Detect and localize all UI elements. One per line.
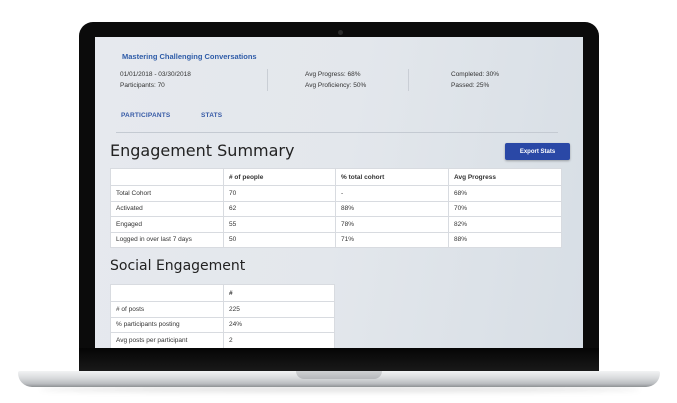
course-meta-dates: 01/01/2018 - 03/30/2018 Participants: 70 [120,69,191,91]
passed: Passed: 25% [451,82,490,89]
table-cell: Avg posts per participant [110,332,224,348]
date-range: 01/01/2018 - 03/30/2018 [120,71,191,78]
meta-divider [408,69,409,91]
table-row: Avg posts per participant 2 [110,332,335,348]
table-cell: Total Cohort [110,185,224,202]
table-cell: 88% [335,200,449,217]
table-row: Total Cohort 70 - 68% [110,185,562,202]
laptop-base [18,371,660,387]
table-header: Avg Progress [448,168,562,186]
table-header: # of people [223,168,336,186]
laptop-screen: Mastering Challenging Conversations 01/0… [95,37,583,348]
table-cell: 225 [223,301,335,318]
avg-progress: Avg Progress: 68% [305,71,361,78]
table-cell: - [335,185,449,202]
meta-divider [267,69,268,91]
engagement-summary-title: Engagement Summary [110,141,295,160]
table-cell: Logged in over last 7 days [110,231,224,248]
camera-icon [338,30,343,35]
table-cell: 82% [448,216,562,233]
table-row: % participants posting 24% [110,316,335,333]
table-cell: 55 [223,216,336,233]
table-cell: 2 [223,332,335,348]
completed: Completed: 30% [451,71,500,78]
table-cell: Engaged [110,216,224,233]
table-cell: % participants posting [110,316,224,333]
table-cell: # of posts [110,301,224,318]
table-row: Activated 62 88% 70% [110,200,562,217]
table-header-row: # of people % total cohort Avg Progress [110,168,562,186]
social-engagement-table: # # of posts 225 % participants posting … [110,284,335,348]
table-cell: 50 [223,231,336,248]
course-meta-completion: Completed: 30% Passed: 25% [451,69,499,91]
table-header: % total cohort [335,168,449,186]
table-header: # [223,284,335,302]
table-header-row: # [110,284,335,302]
table-row: Engaged 55 78% 82% [110,216,562,233]
tab-participants[interactable]: PARTICIPANTS [121,112,171,119]
course-title: Mastering Challenging Conversations [122,52,257,61]
tab-stats[interactable]: STATS [201,112,223,119]
course-meta-progress: Avg Progress: 68% Avg Proficiency: 50% [305,69,366,91]
table-cell: 70 [223,185,336,202]
table-row: # of posts 225 [110,301,335,318]
avg-proficiency: Avg Proficiency: 50% [305,82,367,89]
table-row: Logged in over last 7 days 50 71% 88% [110,231,562,248]
table-cell: 88% [448,231,562,248]
table-cell: Activated [110,200,224,217]
engagement-summary-table: # of people % total cohort Avg Progress … [110,168,562,248]
social-engagement-title: Social Engagement [110,258,246,274]
tab-divider [116,132,558,133]
laptop-notch [296,371,382,379]
export-stats-button[interactable]: Export Stats [505,143,570,160]
table-cell: 24% [223,316,335,333]
table-cell: 78% [335,216,449,233]
table-cell: 70% [448,200,562,217]
table-header [110,168,224,186]
table-cell: 62 [223,200,336,217]
table-header [110,284,224,302]
table-cell: 71% [335,231,449,248]
laptop-shadow [40,386,640,392]
table-cell: 68% [448,185,562,202]
participants-count: Participants: 70 [120,82,165,89]
laptop-bezel-bottom [79,348,599,372]
